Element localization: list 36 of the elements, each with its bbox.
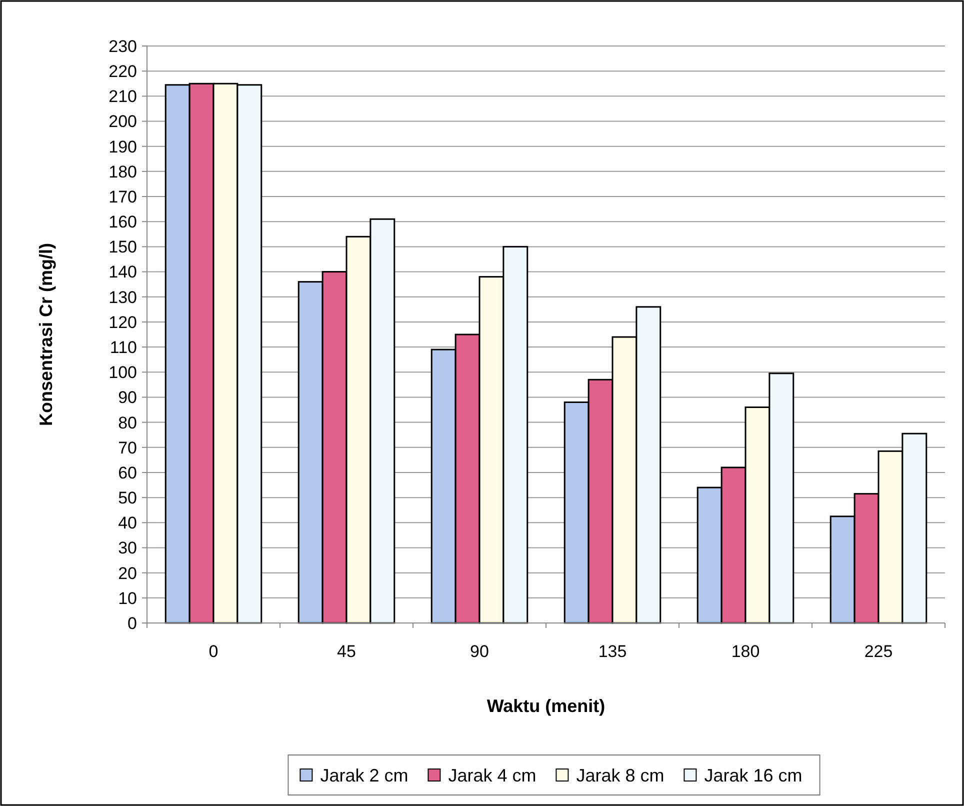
y-tick-label: 190 (108, 137, 137, 156)
legend-label: Jarak 8 cm (576, 765, 664, 786)
y-tick-label: 170 (108, 187, 137, 206)
x-tick-label: 0 (208, 642, 218, 661)
legend-label: Jarak 4 cm (448, 765, 536, 786)
y-tick-label: 80 (118, 413, 137, 432)
y-tick-label: 180 (108, 162, 137, 182)
y-tick-label: 100 (108, 363, 137, 382)
x-tick-label: 90 (470, 642, 489, 661)
y-tick-label: 140 (108, 262, 137, 282)
y-tick-label: 110 (110, 338, 137, 357)
y-tick-label: 70 (118, 438, 137, 458)
legend-label: Jarak 2 cm (320, 765, 408, 786)
x-tick-label: 45 (337, 642, 356, 661)
y-tick-label: 200 (108, 112, 137, 132)
y-tick-label: 160 (108, 212, 137, 232)
y-tick-label: 0 (128, 614, 137, 633)
y-tick-label: 90 (118, 388, 137, 408)
y-axis-title: Konsentrasi Cr (mg/l) (36, 242, 56, 426)
x-tick-label: 180 (731, 642, 760, 661)
y-tick-label: 50 (118, 488, 137, 508)
y-tick-label: 60 (118, 463, 137, 482)
y-tick-label: 120 (108, 312, 137, 332)
y-tick-label: 150 (108, 238, 137, 257)
y-tick-label: 130 (108, 288, 137, 307)
x-tick-label: 135 (598, 642, 627, 661)
y-tick-label: 230 (108, 36, 137, 56)
y-tick-label: 30 (118, 538, 137, 558)
y-tick-label: 10 (118, 588, 137, 608)
x-tick-label: 225 (864, 642, 893, 661)
y-tick-label: 210 (108, 87, 137, 106)
y-tick-label: 20 (118, 564, 137, 583)
y-tick-label: 220 (108, 62, 137, 82)
legend-label: Jarak 16 cm (704, 765, 802, 786)
x-axis-title: Waktu (menit) (486, 696, 606, 716)
y-tick-label: 40 (118, 514, 137, 533)
